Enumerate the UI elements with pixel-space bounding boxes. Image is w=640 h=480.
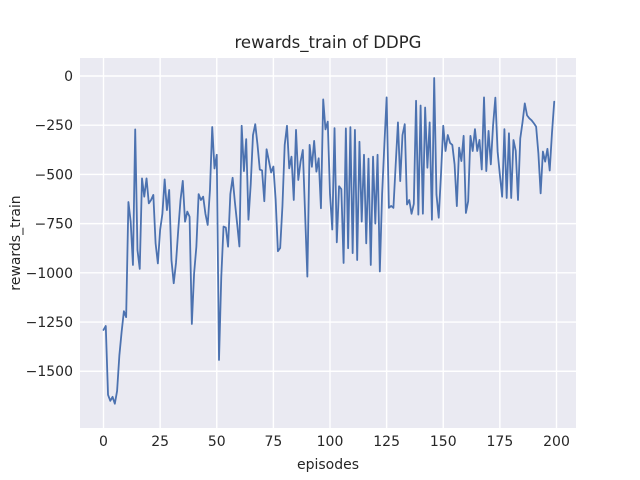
x-axis-label: episodes <box>297 457 359 473</box>
x-tick-label: 75 <box>264 434 282 450</box>
x-tick-label: 50 <box>208 434 226 450</box>
y-tick-label: −750 <box>35 217 73 233</box>
plot-area <box>80 58 576 428</box>
y-axis-label: rewards_train <box>8 195 24 290</box>
x-axis-tick-labels: 0 25 50 75 100 125 150 175 200 <box>99 434 570 450</box>
x-tick-label: 125 <box>373 434 400 450</box>
y-tick-label: 0 <box>64 69 73 85</box>
x-tick-label: 25 <box>151 434 169 450</box>
y-tick-label: −1250 <box>26 315 73 331</box>
y-tick-label: −1500 <box>26 364 73 380</box>
x-tick-label: 150 <box>430 434 457 450</box>
x-tick-label: 100 <box>317 434 344 450</box>
y-tick-label: −250 <box>35 118 73 134</box>
x-tick-label: 200 <box>543 434 570 450</box>
x-tick-label: 175 <box>487 434 514 450</box>
rewards-train-line <box>102 77 556 405</box>
x-tick-label: 0 <box>99 434 108 450</box>
y-tick-label: −1000 <box>26 266 73 282</box>
y-tick-label: −500 <box>35 167 73 183</box>
y-axis-tick-labels: 0 −250 −500 −750 −1000 −1250 −1500 <box>26 69 73 380</box>
chart-title: rewards_train of DDPG <box>235 33 422 53</box>
